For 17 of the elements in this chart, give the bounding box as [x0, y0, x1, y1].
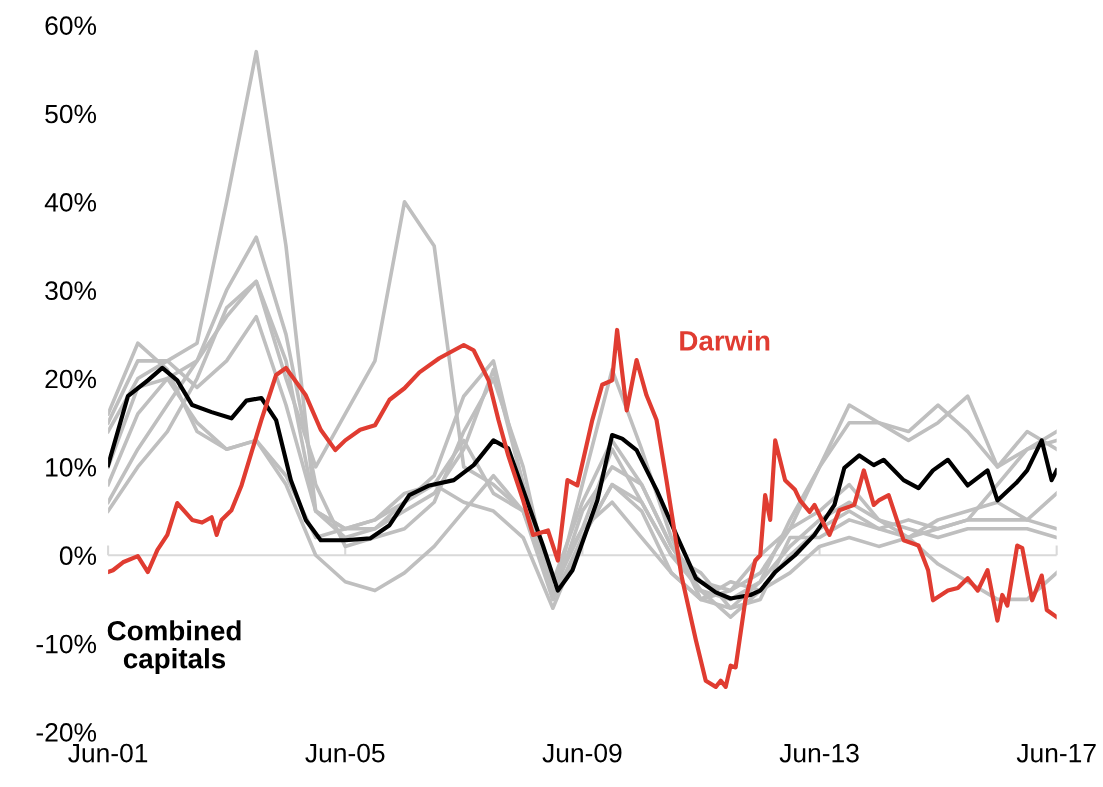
- x-tick-label: Jun-17: [1016, 743, 1096, 763]
- x-tick-label: Jun-13: [779, 743, 859, 763]
- y-tick-label: -20%: [36, 723, 97, 742]
- y-tick-label: 40%: [44, 193, 97, 212]
- y-tick-label: 60%: [45, 16, 97, 36]
- text: Combined capitals: [107, 620, 241, 674]
- y-tick-label: 0%: [59, 546, 97, 566]
- x-tick-label: Jun-09: [542, 743, 622, 763]
- y-tick-label: 50%: [45, 104, 97, 124]
- line-series: [108, 327, 1057, 689]
- y-tick-label: -10%: [36, 634, 97, 654]
- y-tick-label: 20%: [45, 369, 97, 389]
- series-label: Darwin: [680, 330, 770, 351]
- y-tick-label: 30%: [45, 281, 97, 301]
- x-tick-label: Jun-05: [305, 743, 385, 763]
- y-tick-label: 10%: [46, 458, 97, 477]
- x-tick-label: Jun-01: [68, 743, 148, 763]
